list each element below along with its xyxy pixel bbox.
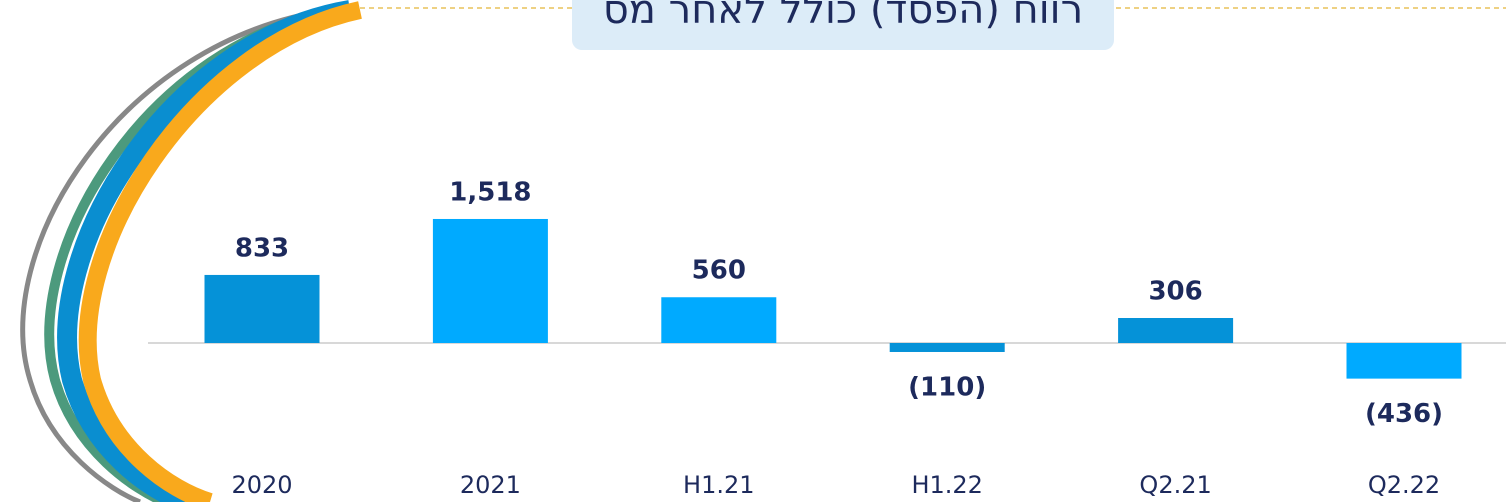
value-label: 833: [235, 233, 289, 263]
swoosh: [20, 7, 331, 502]
value-label: 560: [692, 256, 746, 286]
x-tick-label: 2020: [231, 471, 292, 499]
swoosh: [57, 0, 352, 502]
value-label: (436): [1365, 399, 1443, 429]
bar: [661, 297, 777, 343]
value-label: 306: [1148, 276, 1202, 306]
bar: [889, 343, 1005, 352]
bar: [1346, 343, 1462, 379]
chart-title: רווח (הפסד) כולל לאחר מס: [603, 0, 1083, 33]
x-tick-label: 2021: [460, 471, 521, 499]
title-box: [572, 0, 1114, 50]
swoosh: [78, 1, 362, 502]
x-tick-label: Q2.21: [1139, 471, 1211, 499]
bar: [204, 274, 320, 343]
x-tick-label: Q2.22: [1368, 471, 1440, 499]
x-tick-label: H1.22: [911, 471, 982, 499]
bar: [432, 218, 548, 343]
value-label: 1,518: [449, 177, 531, 207]
value-label: (110): [908, 372, 986, 402]
x-tick-label: H1.21: [683, 471, 754, 499]
bar: [1118, 317, 1234, 343]
